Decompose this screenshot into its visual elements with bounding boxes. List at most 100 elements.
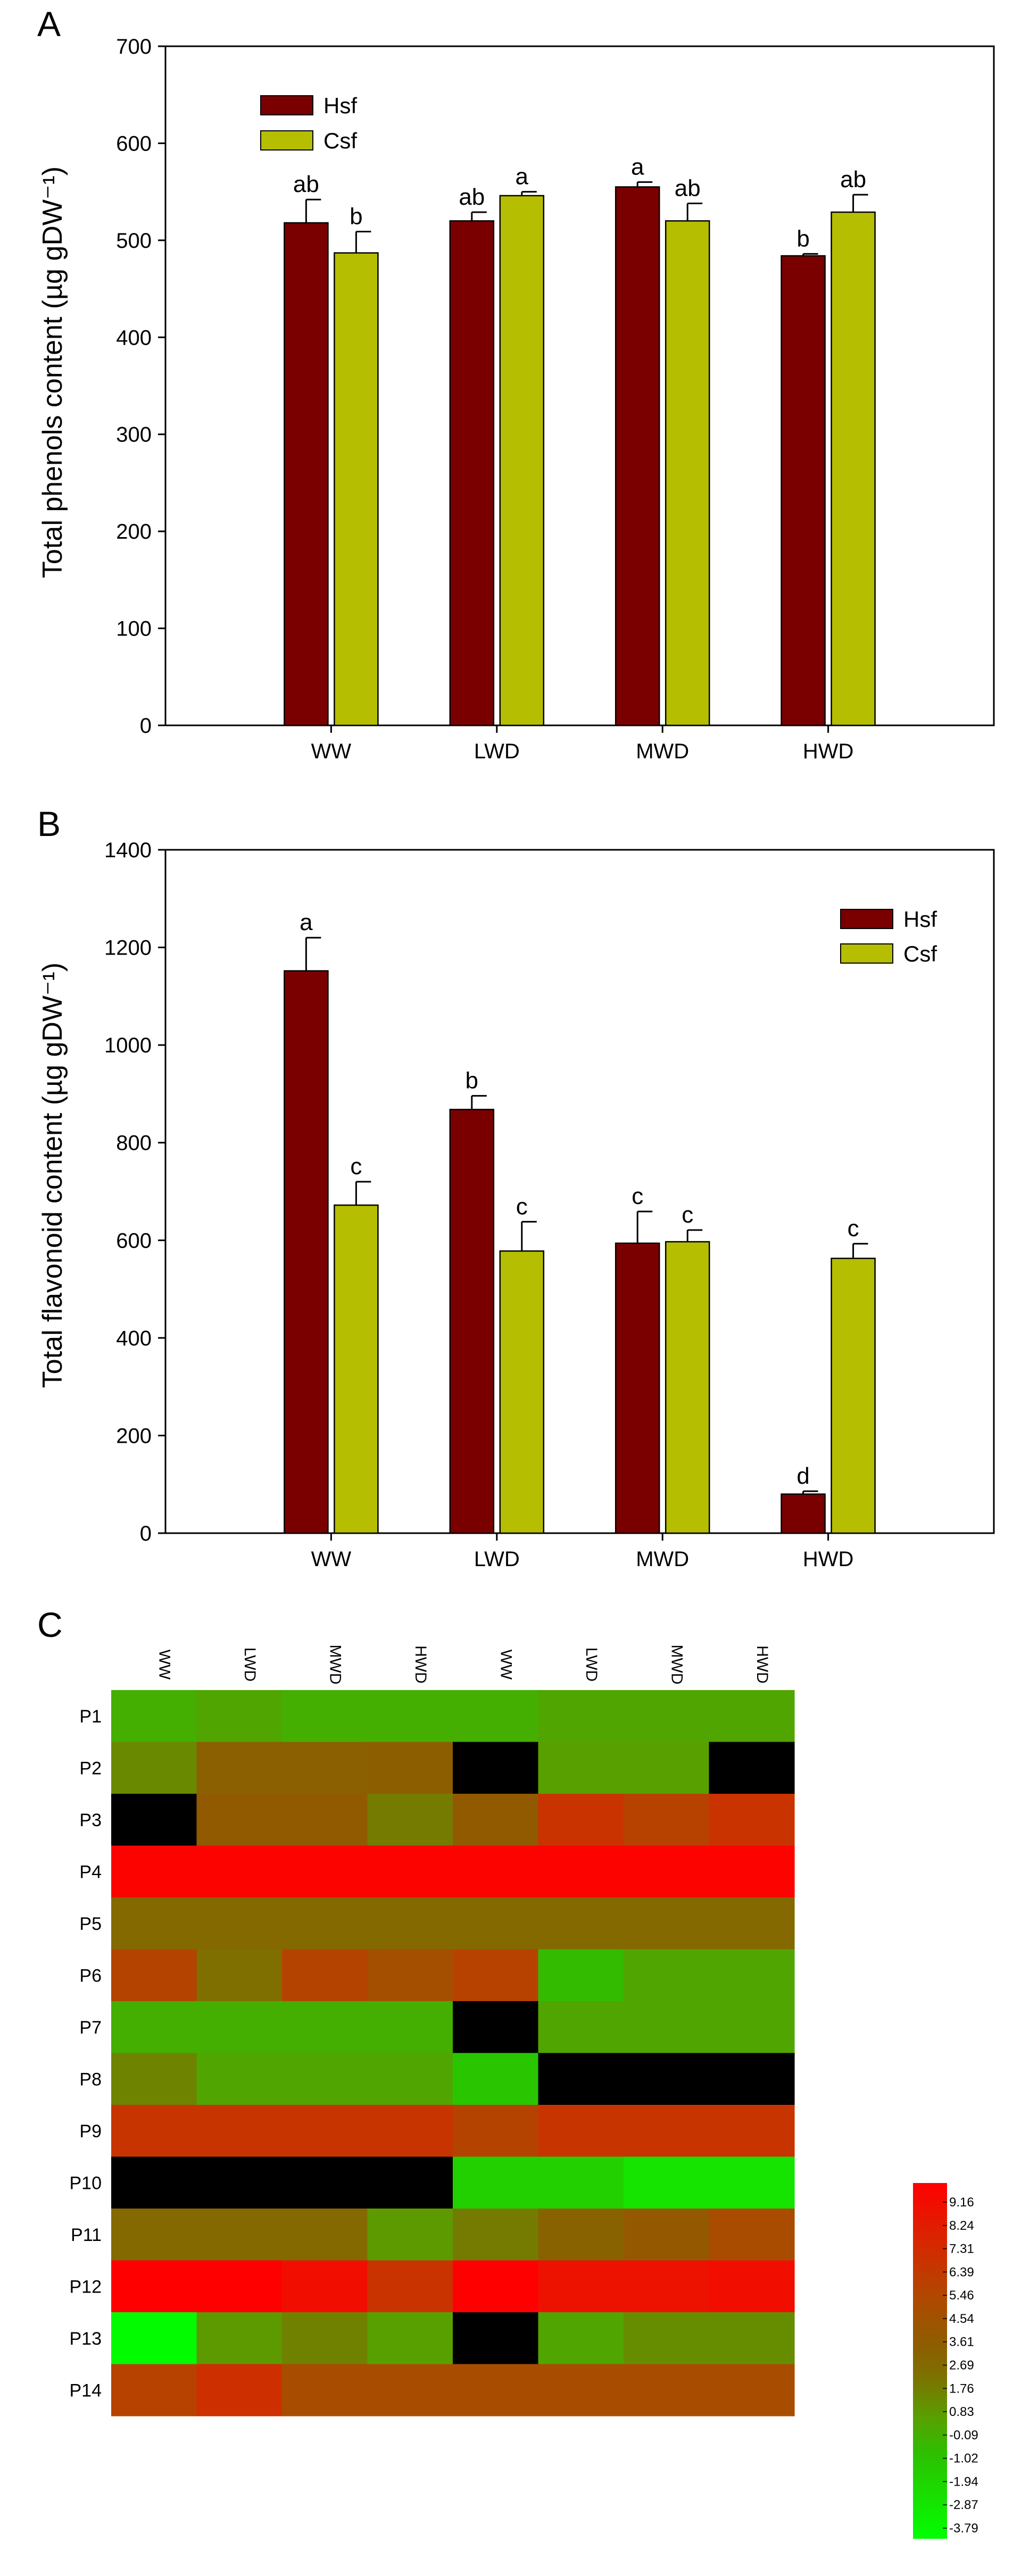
y-axis-label-b: Total flavonoid content (µg gDW⁻¹) — [37, 963, 68, 1388]
bar-csf-lwd — [499, 1250, 545, 1534]
colorbar-tick-label: -1.94 — [949, 2474, 978, 2489]
heatmap-cell-p7-c3 — [282, 2001, 368, 2054]
heatmap-cell-p9-c7 — [624, 2105, 710, 2157]
y-tick-label: 500 — [116, 229, 152, 253]
heatmap-cell-p10-c4 — [367, 2156, 453, 2209]
plot-frame-b — [164, 849, 995, 1534]
significance-letter: c — [682, 1202, 693, 1228]
heatmap-cell-p6-c7 — [624, 1949, 710, 2002]
significance-letter: a — [300, 909, 313, 935]
y-tick-label: 400 — [116, 1327, 152, 1350]
heatmap-cell-p14-c4 — [367, 2364, 453, 2416]
colorbar-tick-label: 0.83 — [949, 2405, 974, 2419]
bar-hsf-hwd — [781, 255, 826, 726]
heatmap-cell-p1-c3 — [282, 1690, 368, 1743]
heatmap-cell-p5-c8 — [709, 1897, 795, 1950]
y-tick-label: 600 — [116, 1229, 152, 1252]
x-tick-label: HWD — [803, 1548, 854, 1571]
heatmap-cell-p8-c4 — [367, 2053, 453, 2105]
heatmap-cell-p1-c4 — [367, 1690, 453, 1743]
heatmap-cell-p12-c6 — [538, 2260, 624, 2313]
significance-letter: ab — [840, 166, 866, 193]
heatmap-cell-p4-c4 — [367, 1845, 453, 1898]
heatmap-cell-p8-c2 — [196, 2053, 283, 2105]
bar-csf-ww — [334, 1204, 379, 1534]
heatmap-cell-p9-c4 — [367, 2105, 453, 2157]
legend-a: Hsf Csf — [260, 93, 357, 153]
heatmap-cell-p10-c2 — [196, 2156, 283, 2209]
heatmap-cell-p8-c7 — [624, 2053, 710, 2105]
heatmap-cell-p14-c8 — [709, 2364, 795, 2416]
heatmap-cell-p10-c7 — [624, 2156, 710, 2209]
colorbar-gradient — [913, 2183, 947, 2539]
heatmap-cell-p5-c1 — [111, 1897, 197, 1950]
heatmap-row-label: P4 — [79, 1862, 102, 1882]
heatmap-cell-p6-c4 — [367, 1949, 453, 2002]
heatmap-cell-p10-c3 — [282, 2156, 368, 2209]
heatmap-col-label: LWD — [241, 1647, 259, 1682]
colorbar-tick-label: 1.76 — [949, 2381, 974, 2396]
colorbar-tick-label: -1.02 — [949, 2452, 978, 2466]
heatmap-cell-p6-c3 — [282, 1949, 368, 2002]
bar-hsf-ww — [284, 222, 329, 726]
heatmap-row-label: P9 — [79, 2121, 102, 2142]
legend-swatch-hsf-a — [260, 95, 313, 115]
legend-b: Hsf Csf — [840, 907, 937, 966]
panel-label-a: A — [37, 4, 61, 44]
y-tick-label: 800 — [116, 1132, 152, 1155]
heatmap-cell-p1-c5 — [453, 1690, 539, 1743]
heatmap-cell-p8-c6 — [538, 2053, 624, 2105]
heatmap-col-label: LWD — [583, 1647, 600, 1682]
heatmap-col-label: HWD — [753, 1645, 771, 1684]
bar-hsf-mwd — [615, 1242, 660, 1534]
heatmap-row-label: P3 — [79, 1810, 102, 1830]
heatmap-cell-p5-c5 — [453, 1897, 539, 1950]
heatmap-cell-p13-c1 — [111, 2312, 197, 2365]
heatmap-cell-p12-c1 — [111, 2260, 197, 2313]
heatmap-cell-p9-c8 — [709, 2105, 795, 2157]
heatmap-cell-p14-c2 — [196, 2364, 283, 2416]
colorbar-tick-label: 2.69 — [949, 2358, 974, 2373]
heatmap-cell-p1-c1 — [111, 1690, 197, 1743]
heatmap-cell-p3-c3 — [282, 1794, 368, 1846]
colorbar-tick-label: 4.54 — [949, 2312, 974, 2326]
heatmap-cell-p9-c5 — [453, 2105, 539, 2157]
y-tick-label: 0 — [140, 714, 152, 738]
colorbar-tick-label: 3.61 — [949, 2335, 974, 2349]
heatmap-cell-p11-c5 — [453, 2209, 539, 2261]
colorbar-tick-label: 7.31 — [949, 2242, 974, 2256]
y-tick-label: 1000 — [104, 1034, 152, 1057]
heatmap-cell-p12-c4 — [367, 2260, 453, 2313]
y-axis-label-a: Total phenols content (µg gDW⁻¹) — [37, 166, 68, 578]
heatmap-row-label: P11 — [71, 2225, 102, 2245]
legend-swatch-csf-b — [840, 943, 893, 964]
heatmap-cell-p3-c6 — [538, 1794, 624, 1846]
heatmap-cell-p7-c4 — [367, 2001, 453, 2054]
heatmap-cell-p11-c8 — [709, 2209, 795, 2261]
heatmap-cell-p11-c4 — [367, 2209, 453, 2261]
heatmap-cell-p2-c7 — [624, 1742, 710, 1794]
heatmap-cell-p2-c1 — [111, 1742, 197, 1794]
significance-letter: c — [516, 1193, 528, 1219]
colorbar: 9.16 8.24 7.31 6.39 5.46 4.54 3.61 2.69 1.76 0.83… — [913, 2183, 978, 2539]
colorbar-tick-label: 9.16 — [949, 2195, 974, 2210]
x-tick-label: MWD — [636, 1548, 689, 1571]
colorbar-tick-label: -0.09 — [949, 2428, 978, 2443]
heatmap-cell-p9-c6 — [538, 2105, 624, 2157]
significance-letter: c — [848, 1216, 859, 1242]
heatmap-cell-p11-c3 — [282, 2209, 368, 2261]
y-tick-label: 1400 — [104, 839, 152, 862]
heatmap-row-label: P14 — [70, 2380, 102, 2401]
heatmap-cell-p11-c7 — [624, 2209, 710, 2261]
heatmap-cell-p9-c1 — [111, 2105, 197, 2157]
heatmap-row-label: P10 — [70, 2173, 102, 2193]
bar-csf-hwd — [831, 211, 876, 726]
x-tick-label: WW — [311, 740, 352, 763]
heatmap-row-label: P13 — [70, 2329, 102, 2349]
y-tick-label: 200 — [116, 1424, 152, 1448]
heatmap-row-label: P2 — [79, 1758, 102, 1778]
bar-csf-mwd — [665, 1241, 710, 1534]
significance-letter: b — [796, 225, 809, 252]
heatmap-cell-p4-c8 — [709, 1845, 795, 1898]
bar-hsf-hwd — [781, 1493, 826, 1534]
